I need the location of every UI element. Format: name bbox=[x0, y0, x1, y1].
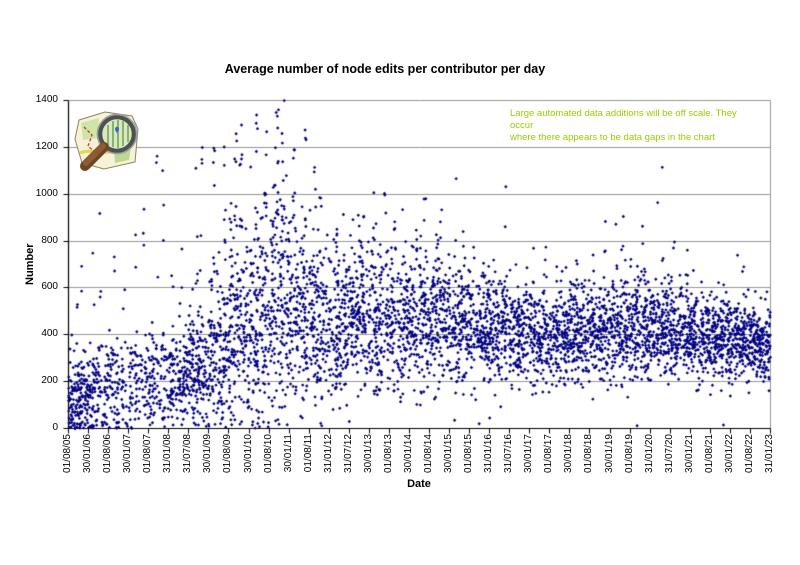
x-tick-label: 01/08/05 bbox=[62, 434, 73, 473]
x-tick-label: 31/01/12 bbox=[322, 434, 334, 473]
logo-lens-detail bbox=[107, 120, 129, 148]
x-tick-label: 30/01/18 bbox=[563, 434, 575, 473]
x-tick-label: 31/07/16 bbox=[503, 434, 515, 473]
logo-green-area bbox=[81, 118, 99, 140]
x-tick-label: 30/01/10 bbox=[242, 434, 254, 473]
x-tick-label: 30/01/14 bbox=[402, 434, 414, 473]
x-tick-label: 01/08/06 bbox=[102, 434, 114, 473]
x-tick-label: 30/01/15 bbox=[443, 434, 455, 473]
x-tick-label: 30/01/11 bbox=[282, 434, 294, 473]
x-tick-label: 30/01/17 bbox=[523, 434, 535, 473]
x-tick-label: 31/01/23 bbox=[764, 434, 775, 473]
annotation-text: Large automated data additions will be o… bbox=[510, 108, 760, 144]
logo-lens-ring bbox=[97, 114, 137, 154]
x-tick-label: 01/08/17 bbox=[543, 434, 555, 473]
x-tick-label: 01/08/13 bbox=[382, 434, 394, 473]
y-tick-label: 1000 bbox=[35, 187, 58, 199]
y-tick-label: 1400 bbox=[35, 94, 58, 105]
annotation-line-2: where there appears to be data gaps in t… bbox=[510, 132, 715, 143]
y-tick-label: 800 bbox=[41, 234, 58, 246]
logo-handle-highlight bbox=[83, 143, 106, 166]
y-tick-label: 200 bbox=[41, 375, 58, 387]
x-tick-label: 01/08/09 bbox=[222, 434, 234, 473]
logo-route-dashed bbox=[83, 126, 98, 155]
x-tick-label: 31/01/16 bbox=[483, 434, 495, 473]
logo-lens-ring-outer bbox=[96, 113, 138, 155]
x-tick-label: 30/01/21 bbox=[683, 434, 695, 473]
x-tick-label: 31/07/20 bbox=[663, 434, 675, 473]
x-tick-label: 31/07/12 bbox=[342, 434, 354, 473]
chart-title: Average number of node edits per contrib… bbox=[224, 62, 546, 76]
x-tick-label: 01/08/14 bbox=[423, 434, 435, 473]
x-tick-label: 30/01/06 bbox=[82, 434, 94, 473]
x-tick-label: 31/01/20 bbox=[643, 434, 655, 473]
x-tick-label: 01/08/15 bbox=[463, 434, 475, 473]
x-tick-label: 31/07/08 bbox=[182, 434, 194, 473]
x-tick-label: 01/08/18 bbox=[583, 434, 595, 473]
x-tick-label: 30/01/19 bbox=[603, 434, 615, 473]
x-tick-label: 01/08/19 bbox=[623, 434, 635, 473]
x-tick-label: 01/08/07 bbox=[142, 434, 154, 473]
x-tick-label: 30/01/13 bbox=[362, 434, 374, 473]
x-tick-label: 30/01/07 bbox=[122, 434, 134, 473]
x-tick-label: 01/08/21 bbox=[703, 434, 715, 473]
annotation-line-1: Large automated data additions will be o… bbox=[510, 108, 737, 131]
y-tick-label: 400 bbox=[41, 328, 58, 340]
logo-blue-marker bbox=[115, 126, 119, 134]
y-tick-label: 600 bbox=[41, 281, 58, 293]
x-axis-title: Date bbox=[407, 478, 431, 490]
y-tick-label: 1200 bbox=[35, 140, 58, 152]
x-tick-label: 30/01/22 bbox=[723, 434, 735, 473]
x-tick-label: 01/08/10 bbox=[262, 434, 274, 473]
y-tick-label: 0 bbox=[52, 422, 58, 433]
x-tick-label: 01/08/22 bbox=[743, 434, 755, 473]
openstreetmap-logo-icon bbox=[74, 111, 139, 171]
x-tick-label: 31/01/08 bbox=[162, 434, 174, 473]
x-tick-label: 01/08/11 bbox=[302, 434, 314, 473]
x-tick-label: 30/01/09 bbox=[202, 434, 214, 473]
